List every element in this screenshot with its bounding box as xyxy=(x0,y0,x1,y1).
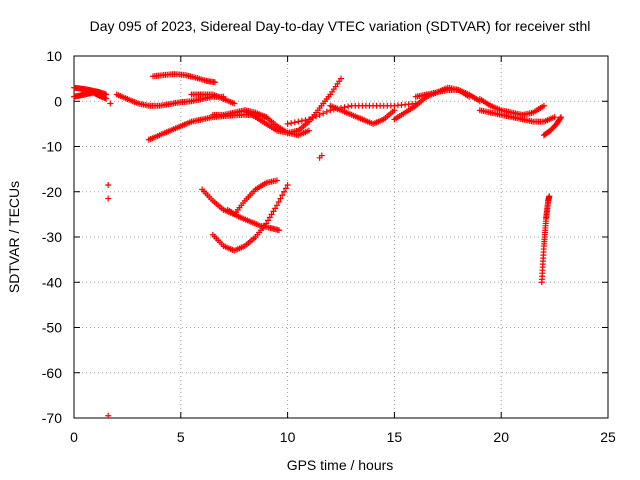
data-point-arc-16 xyxy=(275,198,282,205)
data-point-arc-16 xyxy=(281,188,288,195)
data-point-arc-8 xyxy=(313,113,320,120)
data-point-isolated xyxy=(105,195,112,202)
data-point-arc-8 xyxy=(302,117,309,124)
data-point-arc-18 xyxy=(546,193,553,200)
data-point-arc-8 xyxy=(298,117,305,124)
data-point-arc-16 xyxy=(272,205,279,212)
data-point-arc-12 xyxy=(540,102,547,109)
data-point-arc-8 xyxy=(320,110,327,117)
data-point-arc-8 xyxy=(291,119,298,126)
data-point-arc-16 xyxy=(265,217,272,224)
y-tick-label: 0 xyxy=(54,93,62,109)
data-point-arc-8 xyxy=(316,111,323,118)
y-tick-label: -20 xyxy=(42,184,62,200)
data-point-arc-6 xyxy=(263,114,270,121)
y-axis-label: SDTVAR / TECUs xyxy=(6,181,22,293)
data-point-arc-17 xyxy=(276,227,283,234)
x-tick-label: 20 xyxy=(493,429,509,445)
data-point-arc-8 xyxy=(305,116,312,123)
y-tick-label: -60 xyxy=(42,365,62,381)
data-point-arc-8 xyxy=(323,108,330,115)
data-point-arc-16 xyxy=(266,214,273,221)
data-point-isolated xyxy=(105,181,112,188)
data-point-arc-3 xyxy=(211,79,218,86)
x-axis-label: GPS time / hours xyxy=(287,457,394,473)
x-tick-label: 25 xyxy=(600,429,616,445)
data-point-arc-early-bottom xyxy=(103,95,110,102)
x-tick-label: 10 xyxy=(280,429,296,445)
y-tick-labels: 10 0 -10 -20 -30 -40 -50 -60 -70 xyxy=(42,48,62,426)
y-tick-label: -70 xyxy=(42,410,62,426)
x-tick-labels: 0 5 10 15 20 25 xyxy=(70,429,616,445)
data-point-arc-16 xyxy=(282,185,289,192)
data-point-arc-14 xyxy=(557,115,564,122)
data-point-isolated xyxy=(105,412,112,419)
data-point-arc-14 xyxy=(558,114,565,121)
data-point-arc-16 xyxy=(273,202,280,209)
data-point-arc-8 xyxy=(309,114,316,121)
x-tick-label: 5 xyxy=(177,429,185,445)
data-point-arc-5 xyxy=(305,127,312,134)
data-point-arc-16 xyxy=(268,211,275,218)
y-tick-label: 10 xyxy=(46,48,62,64)
data-point-arc-16 xyxy=(277,195,284,202)
x-tick-label: 0 xyxy=(70,429,78,445)
data-points xyxy=(71,71,565,419)
data-point-arc-4 xyxy=(231,100,238,107)
data-point-arc-16 xyxy=(263,220,270,227)
y-tick-label: -30 xyxy=(42,229,62,245)
x-tick-label: 15 xyxy=(387,429,403,445)
data-point-arc-13 xyxy=(551,114,558,121)
chart-title: Day 095 of 2023, Sidereal Day-to-day VTE… xyxy=(90,18,591,34)
data-point-arc-7 xyxy=(338,75,344,82)
data-point-isolated xyxy=(318,152,325,159)
data-point-arc-15 xyxy=(273,177,280,184)
data-point-arc-16 xyxy=(270,208,277,215)
y-tick-label: -10 xyxy=(42,139,62,155)
data-point-arc-8 xyxy=(295,118,302,125)
data-point-arc-8 xyxy=(288,120,295,127)
data-point-isolated xyxy=(107,100,114,107)
data-point-arc-8 xyxy=(345,103,352,110)
y-tick-label: -50 xyxy=(42,320,62,336)
data-point-arc-9 xyxy=(391,107,398,114)
axis-ticks xyxy=(73,55,609,419)
y-tick-label: -40 xyxy=(42,274,62,290)
data-point-arc-16 xyxy=(284,181,291,188)
data-point-arc-8 xyxy=(284,120,291,127)
data-point-arc-16 xyxy=(279,192,286,199)
